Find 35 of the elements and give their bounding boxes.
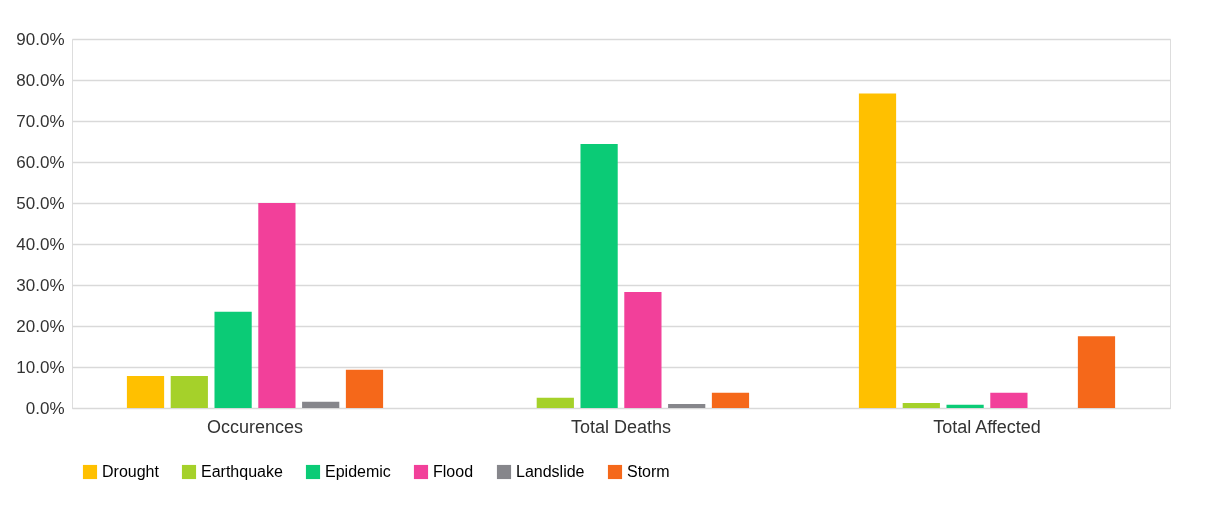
legend-label: Earthquake	[201, 463, 283, 480]
bar	[624, 291, 662, 408]
legend-label: Flood	[433, 463, 474, 480]
y-tick-label: 70.0%	[16, 111, 65, 131]
y-tick-label: 20.0%	[16, 316, 65, 336]
bar	[345, 369, 384, 408]
bar	[946, 404, 984, 408]
bar	[170, 376, 208, 408]
y-tick-label: 10.0%	[16, 357, 65, 377]
bar	[536, 397, 574, 408]
bar	[858, 93, 897, 408]
legend-label: Epidemic	[325, 463, 391, 480]
bar	[1077, 336, 1116, 408]
y-tick-label: 60.0%	[16, 152, 65, 172]
y-tick-label: 80.0%	[16, 70, 65, 90]
bar	[126, 376, 165, 408]
bar	[902, 403, 940, 408]
legend-label: Storm	[627, 463, 670, 480]
y-tick-label: 90.0%	[16, 29, 65, 49]
bar	[668, 403, 706, 408]
x-tick-label: Total Deaths	[570, 416, 672, 437]
bar	[711, 392, 750, 408]
bar	[990, 392, 1028, 408]
bar	[580, 143, 618, 408]
y-tick-label: 40.0%	[16, 234, 65, 254]
bar	[258, 203, 296, 408]
bar	[302, 401, 340, 408]
y-tick-label: 30.0%	[16, 275, 65, 295]
y-tick-label: 50.0%	[16, 193, 65, 213]
bar	[214, 311, 252, 408]
x-tick-label: Occurences	[206, 416, 304, 437]
x-tick-label: Total Affected	[933, 416, 1041, 437]
legend-label: Landslide	[516, 463, 585, 480]
y-tick-label: 0.0%	[25, 398, 65, 418]
legend-label: Drought	[102, 463, 160, 480]
